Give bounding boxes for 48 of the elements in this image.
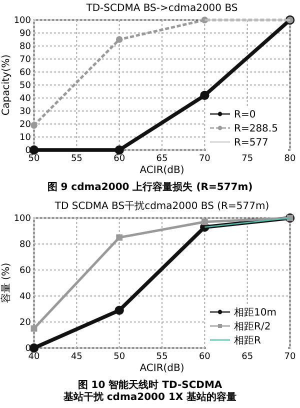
x-tick-label: 75 [242,154,254,164]
y-tick-label: 40 [20,94,32,104]
x-tick-label: 60 [114,154,126,164]
y-tick-label: 30 [20,107,32,117]
y-tick-label: 100 [14,214,32,224]
legend-label: 相距R/2 [234,320,271,332]
x-tick-label: 55 [70,154,82,164]
point [116,234,123,241]
point [114,306,124,315]
legend-label: 相距R [234,334,261,346]
legend-label: 相距10m [234,306,276,318]
caption: 图 9 cdma2000 上行容量损失 (R=577m) [47,181,253,193]
y-tick-label: 60 [20,68,32,78]
y-tick-label: 10 [20,133,32,143]
caption: 图 10 智能天线时 TD-SCDMA 基站干扰 cdma2000 1X 基站的容量 [62,379,237,403]
x-tick-label: 50 [114,352,126,362]
point [201,218,208,226]
legend-label: R=288.5 [234,124,278,134]
y-tick-label: 20 [20,120,32,130]
y-axis-title: 容量 (%) [0,262,12,304]
legend-label: R=0 [234,110,256,120]
x-tick-label: 65 [242,352,254,362]
point [200,90,210,100]
y-tick-label: 90 [20,29,32,39]
x-tick-label: 65 [156,154,168,164]
x-tick-label: 70 [198,154,211,164]
y-tick-label: 20 [20,318,32,328]
point [116,36,123,43]
y-tick-label: 70 [20,55,32,65]
y-tick-label: 40 [20,292,32,302]
point [30,122,38,129]
x-axis-title: ACIR(dB) [140,363,184,374]
x-axis-title: ACIR(dB) [140,165,184,176]
point [114,145,124,155]
y-tick-label: 50 [20,81,32,91]
y-axis-title: Capacity(%) [1,54,12,116]
y-tick-label: 60 [20,266,32,276]
legend-label: R=577 [234,138,268,148]
x-tick-label: 55 [156,352,168,362]
y-tick-label: 100 [14,16,32,26]
x-tick-label: 60 [198,352,211,362]
x-tick-label: 80 [284,154,296,164]
x-tick-label: 45 [70,352,82,362]
y-tick-label: 80 [20,42,32,52]
chart-title: TD-SCDMA BS->cdma2000 BS [85,3,238,14]
y-tick-label: 80 [20,240,32,250]
x-tick-label: 70 [284,352,296,362]
chart-title: TD SCDMA BS干扰cdma2000 BS (R=577m) [54,200,270,212]
